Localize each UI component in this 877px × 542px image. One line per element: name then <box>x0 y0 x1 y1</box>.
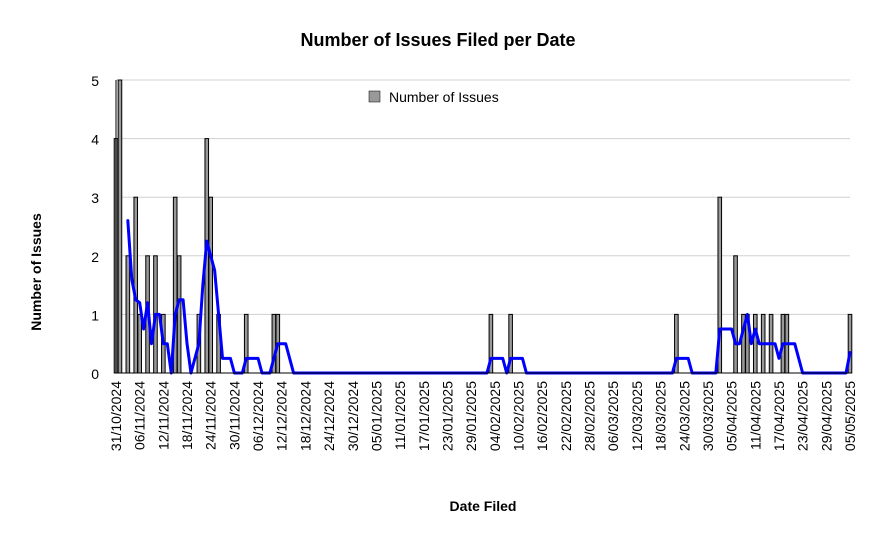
bar <box>117 79 123 374</box>
legend-swatch <box>368 90 381 103</box>
x-tick-label: 30/03/2025 <box>700 381 716 451</box>
x-tick-label: 16/02/2025 <box>534 381 550 451</box>
x-tick-label: 30/11/2024 <box>226 381 242 450</box>
x-tick-label: 24/11/2024 <box>203 381 219 450</box>
x-tick-label: 05/04/2025 <box>724 381 740 451</box>
x-tick-label: 12/11/2024 <box>155 381 171 450</box>
x-tick-label: 17/01/2025 <box>416 381 432 451</box>
bar <box>133 196 139 374</box>
x-tick-label: 05/01/2025 <box>368 381 384 451</box>
x-tick-label: 24/03/2025 <box>676 381 692 451</box>
y-tick-label: 1 <box>91 307 99 323</box>
bar <box>176 255 182 374</box>
x-tick-label: 17/04/2025 <box>771 381 787 451</box>
x-tick-label: 10/02/2025 <box>511 381 527 451</box>
bar <box>137 313 142 374</box>
bar <box>125 255 131 374</box>
x-tick-label: 18/12/2024 <box>297 381 313 451</box>
bar <box>733 255 738 374</box>
x-tick-label: 12/12/2024 <box>274 381 290 451</box>
x-tick-label: 12/03/2025 <box>629 381 645 451</box>
y-tick-label: 2 <box>91 249 99 265</box>
axes <box>115 80 850 374</box>
x-tick-label: 29/04/2025 <box>818 381 834 451</box>
x-tick-label: 24/12/2024 <box>321 381 337 451</box>
x-tick-label: 06/12/2024 <box>250 381 266 451</box>
bar <box>208 196 214 374</box>
x-tick-label: 04/02/2025 <box>487 381 503 451</box>
x-tick-label: 11/01/2025 <box>392 381 408 450</box>
x-tick-label: 28/02/2025 <box>582 381 598 451</box>
x-tick-label: 22/02/2025 <box>558 381 574 451</box>
x-tick-label: 11/04/2025 <box>747 381 763 450</box>
x-tick-label: 06/11/2024 <box>132 381 148 450</box>
y-tick-label: 4 <box>91 132 99 148</box>
x-tick-label: 23/01/2025 <box>439 381 455 451</box>
x-tick-label: 31/10/2024 <box>108 381 124 451</box>
x-tick-label: 23/04/2025 <box>795 381 811 451</box>
y-tick-label: 3 <box>91 190 99 206</box>
chart-title: Number of Issues Filed per Date <box>300 30 575 50</box>
x-tick-label: 06/03/2025 <box>605 381 621 451</box>
y-tick-label: 0 <box>91 366 99 382</box>
x-tick-label: 05/05/2025 <box>842 381 858 451</box>
y-axis-title: Number of Issues <box>28 213 44 331</box>
legend: Number of Issues <box>368 89 499 105</box>
x-tick-label: 18/03/2025 <box>653 381 669 451</box>
x-tick-label: 18/11/2024 <box>179 381 195 450</box>
x-axis-ticks: 31/10/2024 06/11/2024 12/11/2024 18/11/2024… <box>108 381 858 451</box>
bar <box>752 313 758 374</box>
y-tick-label: 5 <box>91 73 99 89</box>
x-tick-label: 30/12/2024 <box>345 381 361 451</box>
x-tick-label: 29/01/2025 <box>463 381 479 451</box>
x-axis-title: Date Filed <box>450 498 517 514</box>
legend-label: Number of Issues <box>389 89 499 105</box>
y-axis-ticks: 0 1 2 3 4 5 <box>91 73 99 382</box>
